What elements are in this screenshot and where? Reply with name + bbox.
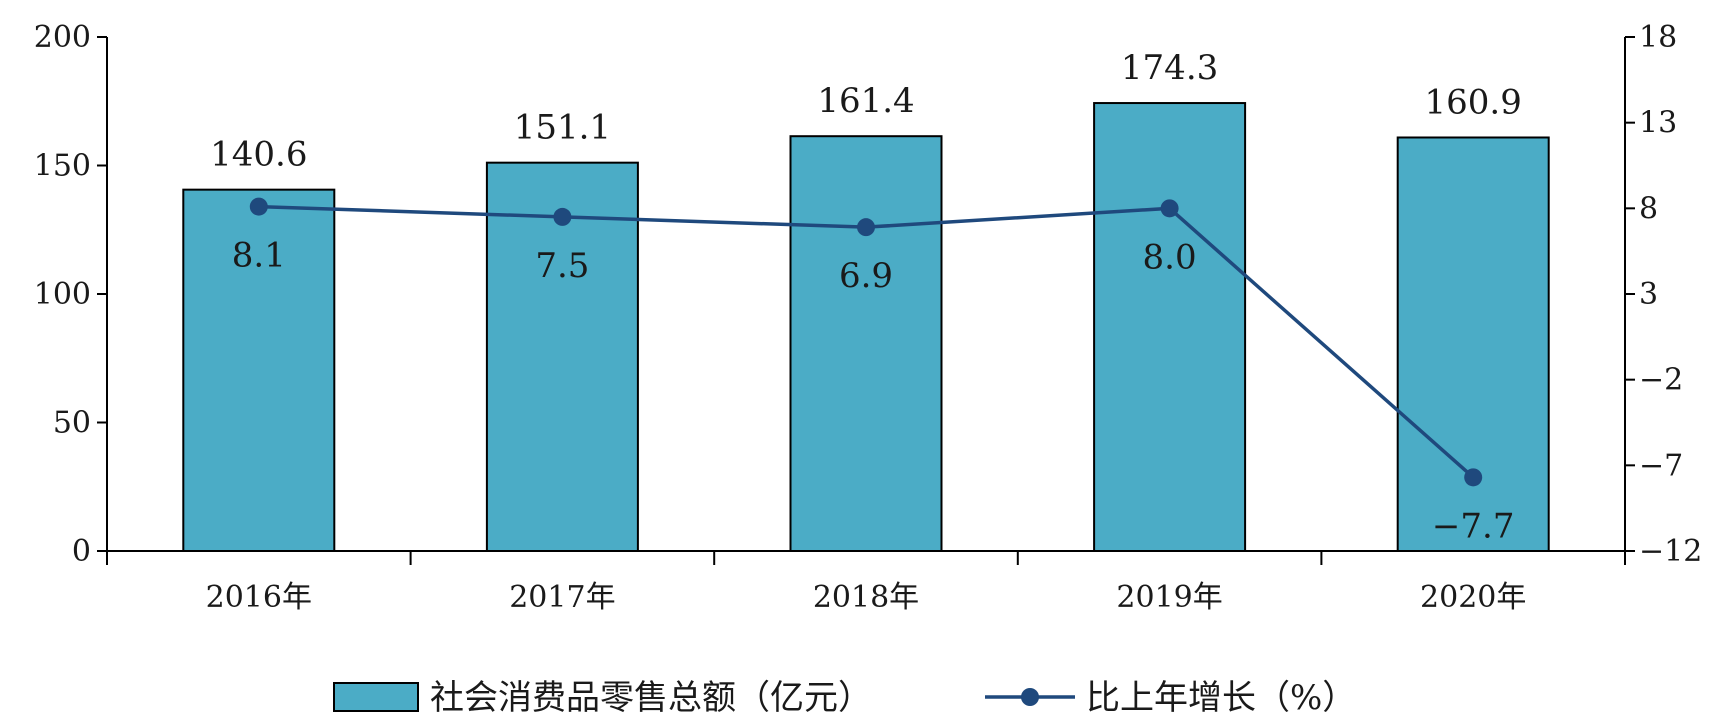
growth-value-label: −7.7 (1432, 506, 1515, 546)
bar-value-label: 161.4 (817, 81, 914, 121)
bar-value-label: 174.3 (1121, 48, 1218, 88)
axes: 0 50 100 150 200 −12 −7 −2 3 8 13 18 2016年 2017年 2018年… (34, 20, 1703, 615)
growth-point (1160, 199, 1179, 218)
y-right-tick-label: 3 (1639, 277, 1658, 312)
y-right-tick-label: −12 (1639, 534, 1702, 569)
bar (1093, 102, 1247, 552)
x-tick-label: 2020年 (1420, 580, 1526, 615)
x-tick-label: 2017年 (509, 580, 615, 615)
y-right-tick-label: −2 (1639, 363, 1683, 398)
y-left-tick-label: 200 (34, 20, 91, 55)
growth-value-label: 7.5 (535, 246, 589, 286)
bar (485, 161, 639, 552)
y-left-tick-label: 0 (72, 534, 91, 569)
x-tick-label: 2019年 (1116, 580, 1222, 615)
legend-bar-swatch (333, 682, 419, 712)
growth-value-label: 6.9 (839, 256, 893, 296)
legend-line-label: 比上年增长（%） (1086, 678, 1356, 718)
bar-series (182, 102, 1550, 553)
y-right-tick-label: 18 (1639, 20, 1677, 55)
legend: 社会消费品零售总额（亿元） 比上年增长（%） (333, 678, 1356, 718)
y-left-tick-label: 50 (53, 406, 91, 441)
data-labels: 140.6 151.1 161.4 174.3 160.9 8.1 7.5 6.9 8.0 −7.… (210, 48, 1522, 546)
legend-line-marker (1021, 688, 1039, 706)
legend-bar-label: 社会消费品零售总额（亿元） (430, 678, 872, 718)
bar (182, 188, 336, 553)
y-right-tick-label: 13 (1639, 106, 1677, 141)
y-left-tick-label: 100 (34, 277, 91, 312)
growth-value-label: 8.0 (1143, 237, 1197, 277)
growth-value-label: 8.1 (232, 236, 286, 276)
y-left-tick-label: 150 (34, 149, 91, 184)
y-right-tick-label: 8 (1639, 191, 1658, 226)
x-tick-label: 2016年 (206, 580, 312, 615)
bar (789, 135, 943, 552)
growth-point (249, 197, 268, 216)
growth-point (857, 218, 875, 237)
bar (1396, 136, 1550, 552)
y-right-tick-label: −7 (1639, 448, 1683, 483)
growth-point (553, 207, 572, 226)
growth-point (1464, 468, 1483, 487)
line-series (249, 197, 1483, 487)
x-tick-label: 2018年 (813, 580, 919, 615)
bar-value-label: 151.1 (514, 108, 611, 148)
bar-value-label: 140.6 (210, 135, 307, 175)
bar-value-label: 160.9 (1425, 82, 1522, 122)
